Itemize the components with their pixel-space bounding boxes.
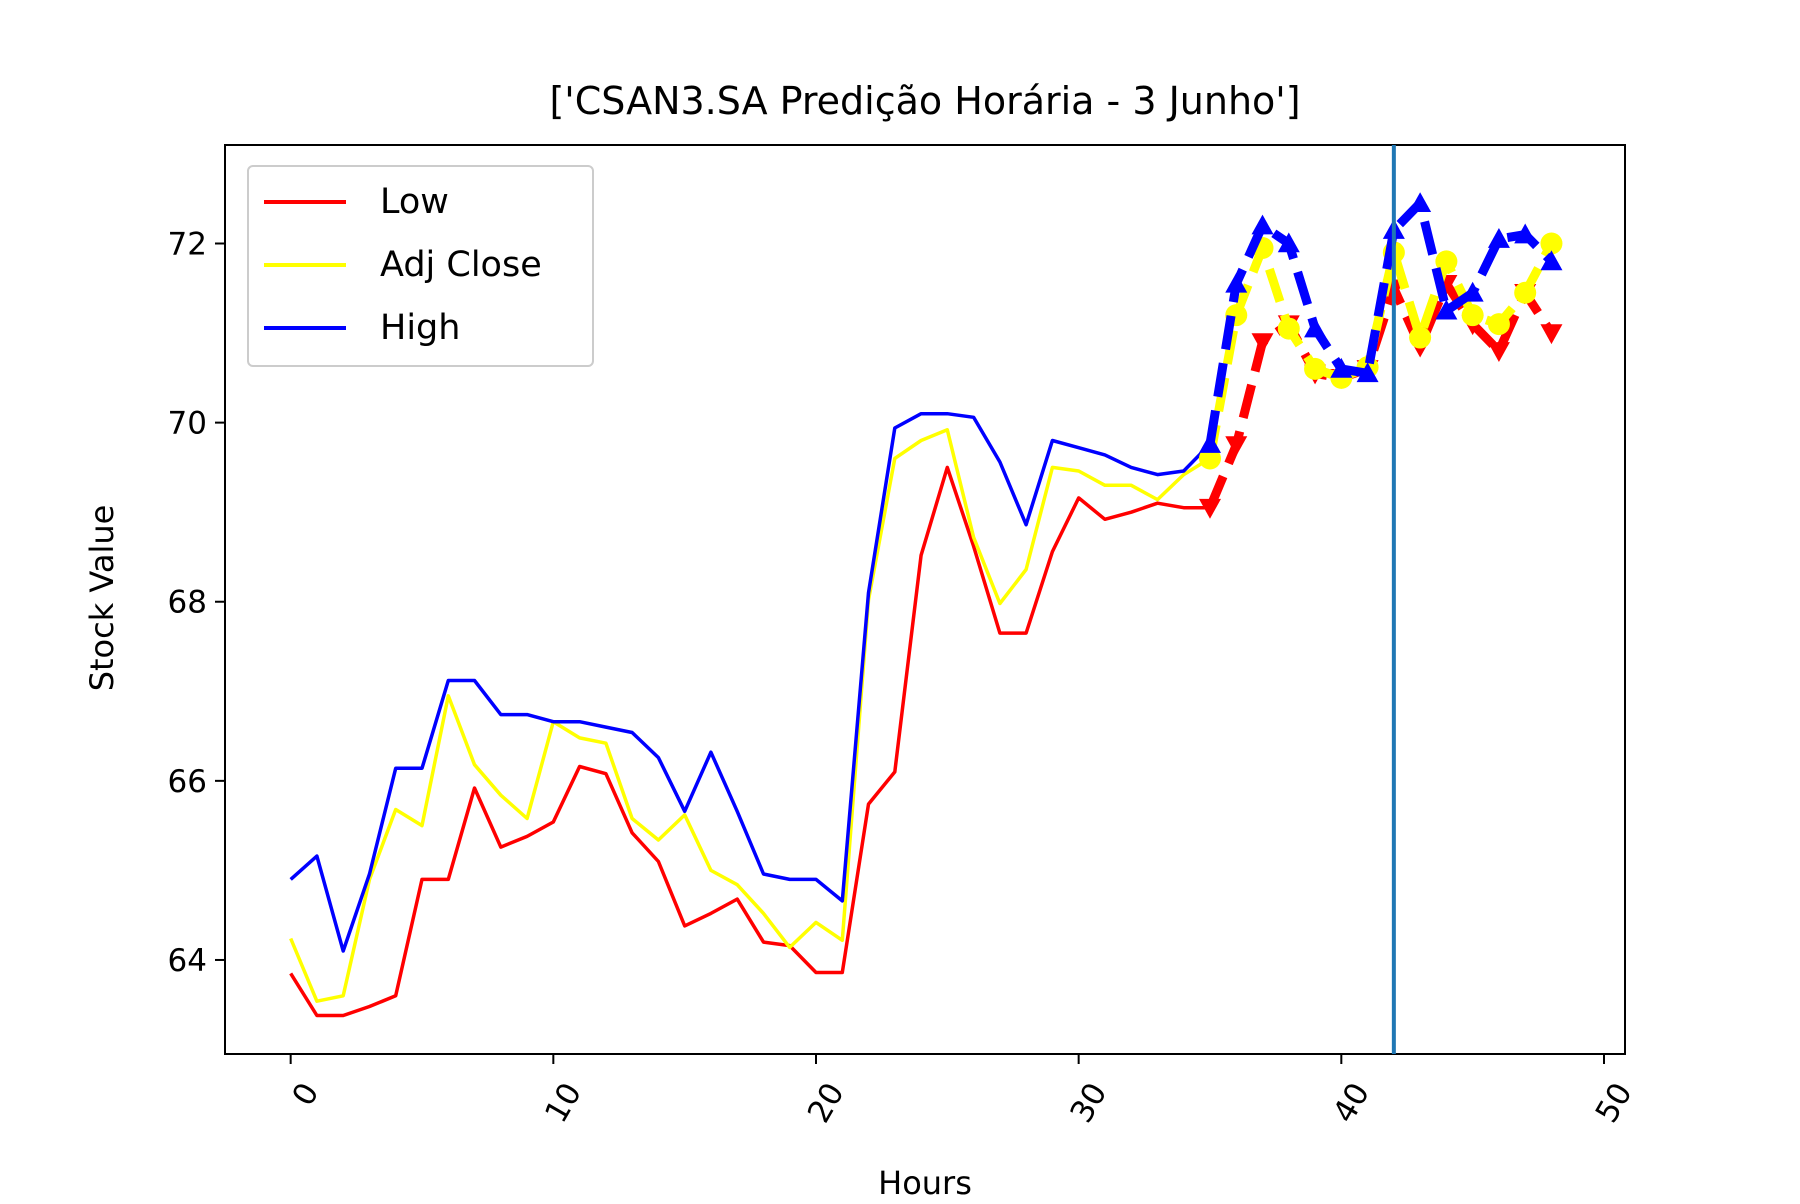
y-tick-label: 70 [168,406,207,442]
prediction-point-low [1225,436,1248,457]
series-line-high [289,411,1212,953]
prediction-point-adj-close [1435,250,1458,273]
y-tick-label: 68 [168,585,207,621]
prediction-point-adj-close [1514,281,1537,304]
prediction-point-high [1251,214,1274,235]
prediction-point-high [1198,433,1221,453]
prediction-point-adj-close [1277,317,1300,340]
y-tick-label: 72 [168,227,207,263]
prediction-point-adj-close [1540,232,1563,255]
prediction-point-high [1356,362,1379,383]
prediction-point-high [1435,299,1458,320]
prediction-point-high [1330,357,1353,378]
legend-box [247,165,594,367]
plot-frame [224,144,1626,1055]
prediction-point-adj-close [1409,326,1432,349]
prediction-point-adj-close [1487,313,1510,336]
prediction-point-low [1198,498,1221,519]
legend-label-adj-close: Adj Close [380,245,542,285]
legend-label-low: Low [380,182,449,222]
prediction-point-high [1540,250,1563,271]
series-line-low [289,465,1210,1018]
prediction-line-high [1205,198,1555,445]
prediction-point-high [1514,223,1537,244]
prediction-point-high [1461,281,1484,302]
prediction-point-adj-close [1304,357,1327,380]
prediction-point-high [1487,228,1510,248]
prediction-point-low [1251,333,1274,354]
prediction-point-high [1277,232,1300,253]
prediction-point-low [1540,324,1563,345]
prediction-point-high [1225,272,1248,293]
prediction-point-high [1409,192,1432,213]
y-axis-label: Stock Value [83,505,121,692]
y-tick-label: 64 [168,943,207,979]
series-line-adj-close [289,428,1211,1003]
legend: Low Adj Close High [247,165,594,367]
chart-title: ['CSAN3.SA Predição Horária - 3 Junho'] [549,79,1300,123]
series-group [289,192,1563,1018]
prediction-point-high [1304,317,1327,338]
x-axis-label: Hours [878,1164,972,1200]
prediction-point-adj-close [1461,304,1484,327]
y-tick-label: 66 [168,764,207,800]
prediction-point-adj-close [1198,447,1221,470]
legend-label-high: High [380,308,460,348]
prediction-point-low [1487,342,1510,362]
